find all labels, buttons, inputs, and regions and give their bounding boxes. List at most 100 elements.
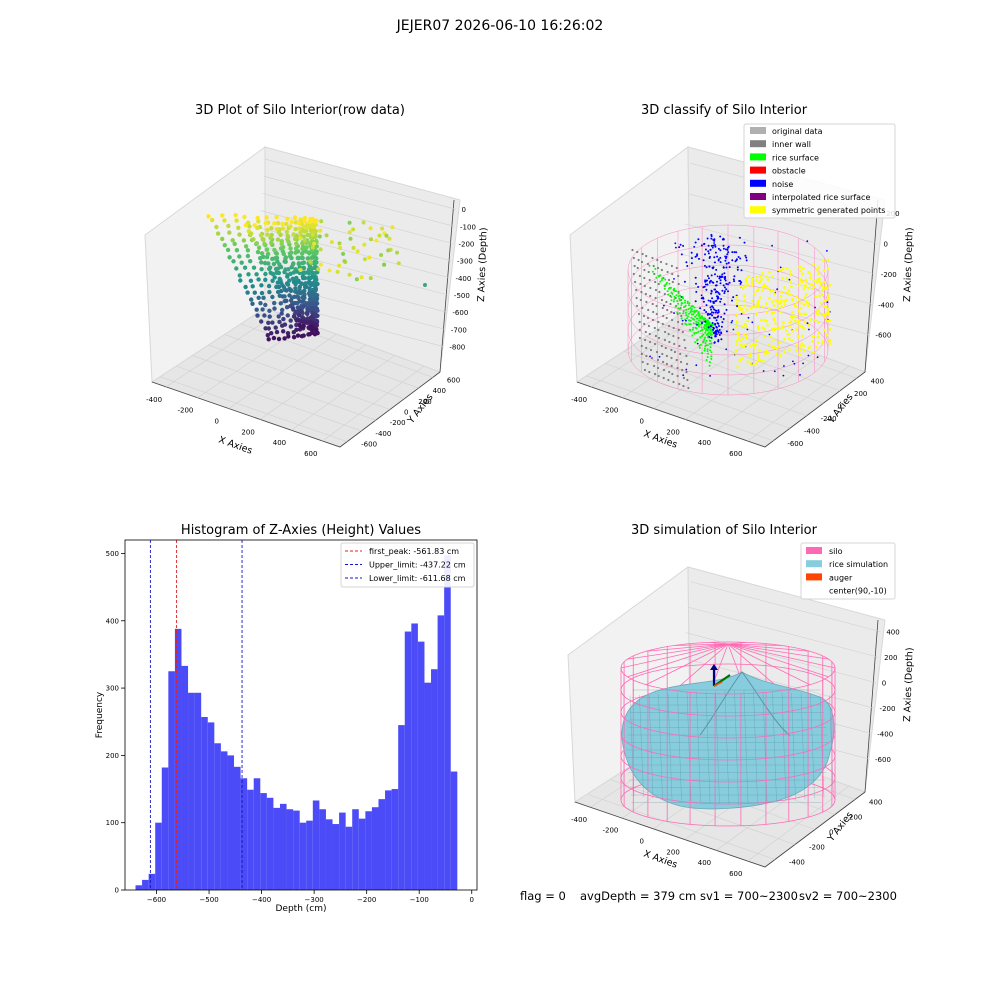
raw-point [275,280,280,285]
legend-label: auger [829,573,853,582]
classified-point [746,328,749,331]
histogram-bar [431,669,438,890]
classified-point [632,272,635,276]
classified-point [697,286,700,288]
classified-point [717,340,720,343]
classified-point [708,317,711,320]
raw-point [284,288,289,293]
classified-point [661,306,664,310]
legend-swatch [750,140,766,148]
z-tick-label: -600 [875,332,891,340]
classified-point [667,287,670,290]
classified-point [635,296,638,300]
histogram-bar [201,717,208,890]
classified-point [703,264,706,267]
raw-point [255,313,260,318]
y-tick-label: 600 [447,376,460,384]
raw-point [227,255,232,260]
raw-point [351,227,356,232]
classified-point [681,322,684,326]
raw-point [289,255,294,261]
raw-point [305,306,310,312]
histogram-bar [424,682,432,890]
classified-point [693,311,696,314]
classified-point [738,236,741,239]
classified-point [805,293,808,296]
classified-point [631,248,634,252]
classified-point [782,350,786,353]
classified-point [657,328,660,332]
classified-point [633,264,636,268]
classified-point [697,238,700,241]
classified-point [757,328,760,331]
classified-point [745,259,748,262]
classified-point [665,300,668,304]
classified-point [699,330,702,332]
z-tick-label: -600 [452,309,468,317]
raw-point [380,226,385,231]
raw-point [258,233,264,238]
classified-point [723,238,725,241]
classified-point [797,283,801,287]
classified-point [662,368,666,372]
classified-point [700,244,703,247]
classified-point [680,314,683,318]
classified-point [689,329,692,331]
raw-point [241,238,247,243]
classified-point [707,299,710,302]
classified-point [712,332,715,334]
raw-point [369,237,373,242]
classified-point [817,266,821,269]
raw-point [231,259,236,264]
classified-point [826,308,830,311]
classified-point [666,308,669,312]
classified-point [731,299,733,302]
z-tick-label: -600 [875,756,891,764]
raw-point [266,337,271,342]
x-tick-label: -400 [146,396,162,404]
classified-point [791,329,794,333]
classified-point [798,324,802,328]
raw-point [214,224,219,230]
classified-point [659,274,662,277]
classified-point [781,276,785,280]
classified-point [790,339,793,342]
raw-point [309,305,314,311]
classified-point [659,260,663,264]
raw-point [280,307,285,313]
raw-point [347,272,352,277]
classified-point [632,256,635,260]
classified-point [803,296,807,299]
classified-point [802,362,804,365]
raw-point [299,218,304,223]
classified-point [734,325,738,329]
y-tick-label: -400 [804,427,820,435]
legend-swatch [750,166,766,174]
histogram-bars [135,555,458,890]
classified-point [705,304,708,307]
raw-point [302,238,307,243]
classified-point [799,269,802,273]
classified-point [727,283,729,286]
classified-point [779,266,782,269]
classified-point [717,315,720,318]
raw-point [274,251,279,256]
classified-point [746,283,750,287]
classified-point [800,302,803,305]
classified-point [821,341,825,345]
raw-point [292,215,298,220]
classified-point-cloud [631,233,832,390]
classified-point [822,305,826,309]
classified-point [743,241,746,244]
classified-point [827,297,831,300]
raw-point [276,314,281,319]
classified-point [736,266,739,269]
classified-point [779,310,783,314]
raw-point [270,320,275,325]
classified-point [755,275,758,279]
classified-point [705,266,708,269]
classified-point [722,244,725,247]
classified-point [711,330,714,333]
classified-point [802,344,806,348]
raw-point [261,295,266,300]
